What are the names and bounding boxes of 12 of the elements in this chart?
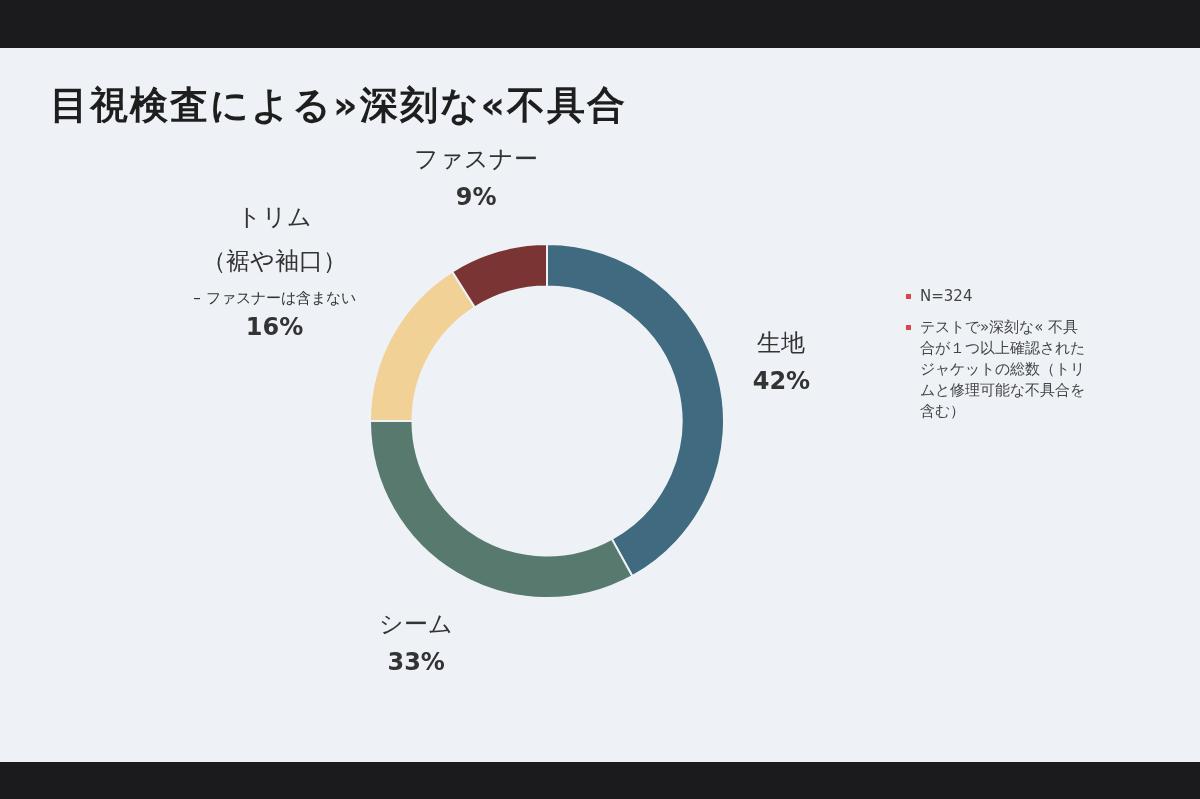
data-label: 42% — [752, 367, 811, 396]
data-label: 9% — [455, 183, 497, 212]
text: N=324 — [920, 286, 973, 307]
slice-label: シーム — [379, 610, 454, 639]
data-label: 33% — [387, 648, 445, 677]
data-label: 16% — [245, 313, 304, 342]
slice-label: 生地 — [757, 329, 806, 358]
chart-title: 目視検査による»深刻な«不具合 — [50, 82, 628, 129]
text: テストで»深刻な« 不具合が１つ以上確認されたジャケットの総数（トリムと修理可能な不具合を含む） — [920, 317, 1086, 422]
slice-label: ファスナー — [414, 145, 539, 174]
slice-label: トリム（裾や袖口） — [201, 203, 347, 276]
text: – ファスナーは含まない — [193, 289, 356, 308]
